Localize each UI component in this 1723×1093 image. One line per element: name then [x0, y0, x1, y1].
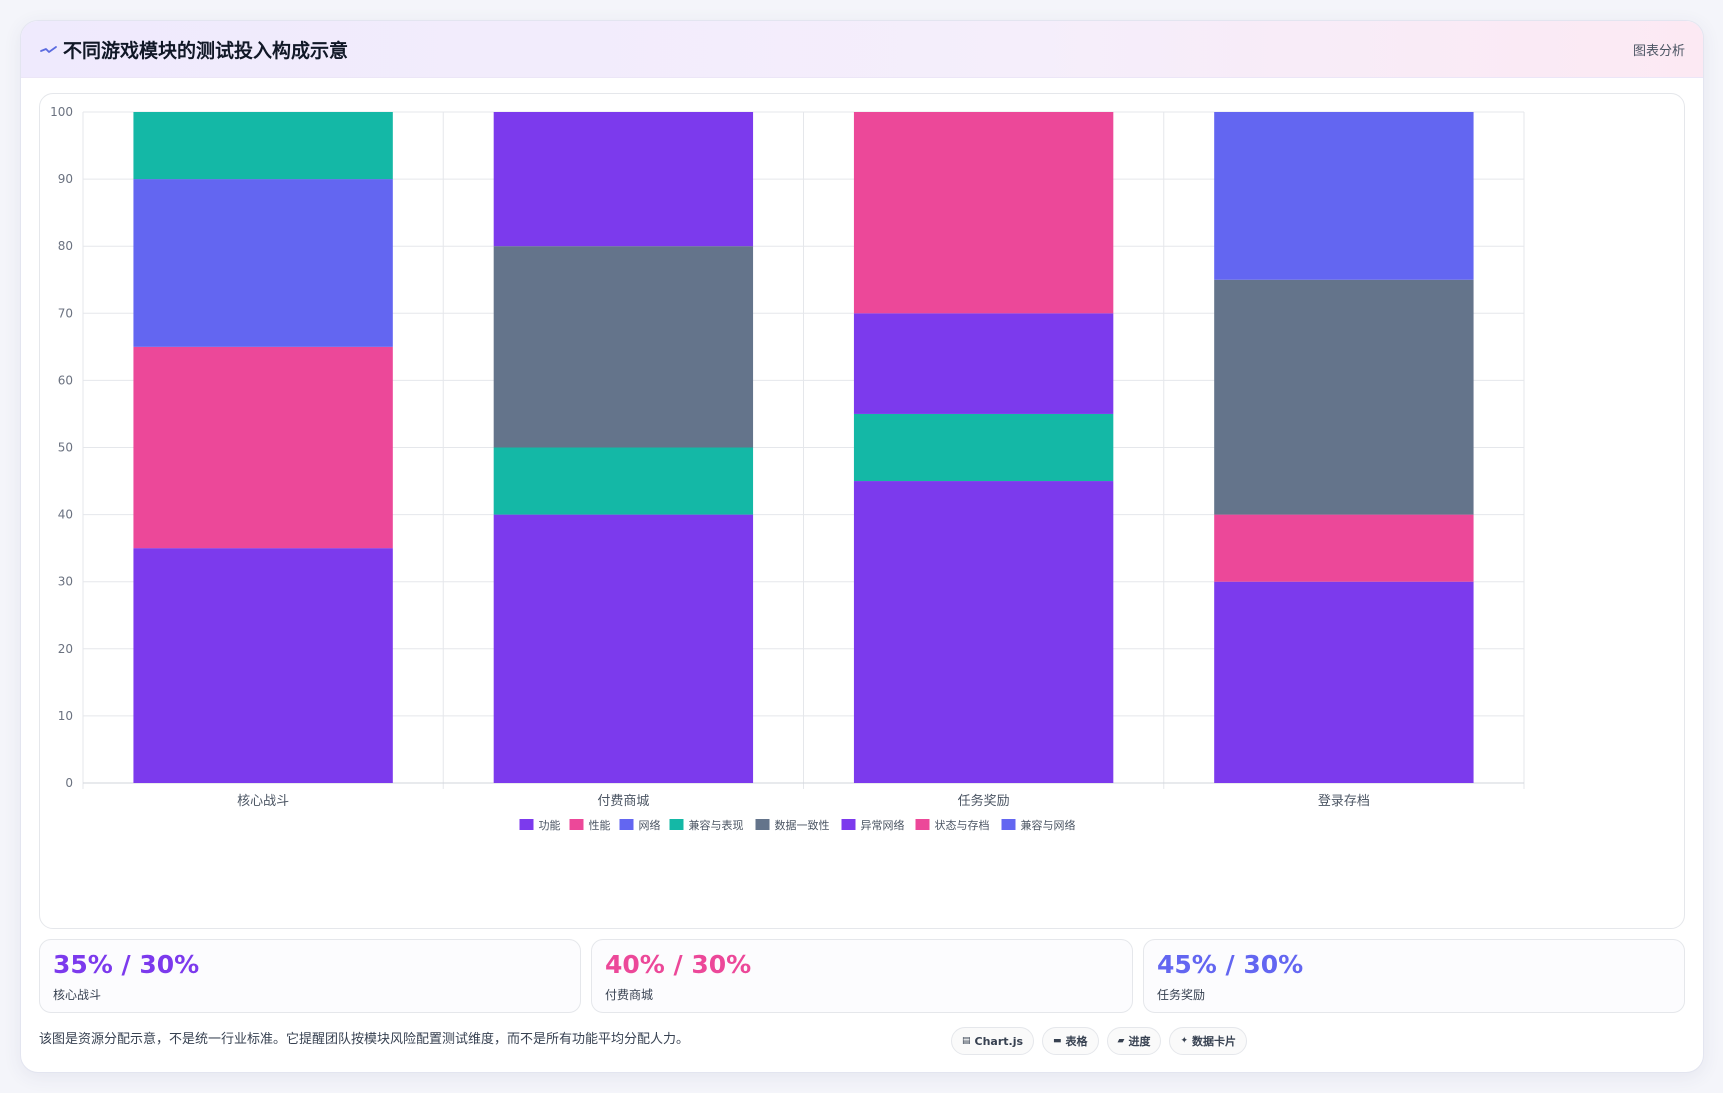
legend-label: 网络	[639, 818, 661, 832]
stat-value: 45% / 30%	[1157, 950, 1304, 979]
legend-swatch	[569, 819, 584, 830]
bar-segment	[133, 548, 393, 783]
bar-segment	[493, 447, 754, 515]
legend-swatch	[915, 819, 930, 830]
chart-icon: ▤	[962, 1036, 971, 1046]
bar-segment	[1214, 279, 1474, 515]
legend-label: 性能	[589, 818, 611, 832]
stat-value: 40% / 30%	[605, 950, 752, 979]
y-tick-label: 60	[58, 373, 73, 387]
legend-swatch	[519, 819, 534, 830]
bar-segment	[1214, 514, 1474, 582]
legend-label: 异常网络	[861, 818, 905, 832]
tag-label: 进度	[1128, 1035, 1151, 1048]
chart-card: 不同游戏模块的测试投入构成示意 图表分析 0 10 20 30 40 50 60 70 80 90…	[20, 20, 1704, 1073]
bar-segment	[493, 246, 754, 448]
bar-segment	[133, 179, 393, 347]
y-tick-label: 20	[58, 642, 73, 656]
y-tick-label: 10	[58, 709, 73, 723]
bar-segment	[133, 346, 393, 549]
tag-chartjs[interactable]: ▤ Chart.js	[951, 1027, 1035, 1055]
tag-table[interactable]: ▬ 表格	[1042, 1027, 1099, 1055]
chart-analysis-link[interactable]: 图表分析	[1632, 44, 1685, 59]
stat-value: 35% / 30%	[53, 950, 200, 979]
x-tick-label: 核心战斗	[237, 794, 289, 809]
legend-label: 状态与存档	[935, 818, 990, 832]
sparkle-icon: ✦	[1180, 1036, 1189, 1046]
bar-segment	[853, 112, 1114, 314]
y-tick-label: 90	[58, 172, 73, 186]
stat-label: 任务奖励	[1157, 988, 1206, 1002]
chart-title: 不同游戏模块的测试投入构成示意	[63, 40, 349, 62]
tag-label: 数据卡片	[1192, 1035, 1237, 1048]
bar-segment	[133, 112, 393, 180]
x-tick-label: 任务奖励	[958, 793, 1010, 809]
tag-label: 表格	[1065, 1035, 1088, 1048]
legend-swatch	[841, 819, 856, 830]
stacked-bar-chart: 0 10 20 30 40 50 60 70 80 90 100 核心战斗 付费商城 任务奖励 登录存档功能…	[50, 105, 1525, 832]
tag-label: Chart.js	[974, 1034, 1024, 1048]
y-tick-label: 40	[58, 508, 73, 522]
stat-card-1: 35% / 30% 核心战斗	[39, 939, 581, 1013]
bar-segment	[1214, 112, 1474, 280]
x-tick-label: 登录存档	[1318, 794, 1370, 809]
x-tick-label: 付费商城	[597, 794, 649, 809]
bar-segment	[853, 313, 1114, 414]
bar-segment	[1214, 581, 1474, 783]
y-tick-label: 70	[58, 306, 73, 320]
y-tick-label: 30	[58, 575, 73, 589]
stat-card-3: 45% / 30% 任务奖励	[1143, 939, 1685, 1013]
progress-icon: ▰	[1117, 1036, 1125, 1046]
legend-label: 兼容与网络	[1021, 818, 1076, 832]
bar-segment	[493, 514, 754, 783]
legend-label: 兼容与表现	[689, 818, 744, 832]
tag-data-card[interactable]: ✦ 数据卡片	[1169, 1027, 1248, 1055]
legend-swatch	[669, 819, 684, 830]
bar-segment	[493, 112, 754, 247]
legend-swatch	[755, 819, 770, 830]
trend-line-icon	[40, 46, 57, 53]
y-tick-label: 0	[65, 776, 73, 790]
y-tick-label: 100	[50, 105, 73, 119]
table-icon: ▬	[1053, 1036, 1062, 1046]
footnote: 该图是资源分配示意，不是统一行业标准。它提醒团队按模块风险配置测试维度，而不是所…	[39, 1032, 690, 1047]
stat-label: 付费商城	[605, 988, 654, 1002]
tag-list: ▤ Chart.js ▬ 表格 ▰ 进度 ✦ 数据卡片	[951, 1027, 1248, 1055]
chart-panel: 0 10 20 30 40 50 60 70 80 90 100 核心战斗 付费商城 任务奖励 登录存档功能…	[39, 93, 1685, 929]
legend-swatch	[1001, 819, 1016, 830]
y-tick-label: 80	[58, 239, 73, 253]
stat-card-2: 40% / 30% 付费商城	[591, 939, 1133, 1013]
bar-segment	[853, 413, 1114, 482]
legend-label: 数据一致性	[775, 818, 830, 832]
bar-segment	[853, 481, 1114, 783]
tag-progress[interactable]: ▰ 进度	[1106, 1027, 1162, 1055]
card-header: 不同游戏模块的测试投入构成示意 图表分析	[21, 21, 1703, 78]
y-tick-label: 50	[58, 441, 73, 455]
legend-swatch	[619, 819, 634, 830]
legend-label: 功能	[539, 818, 561, 832]
stat-label: 核心战斗	[53, 988, 102, 1002]
